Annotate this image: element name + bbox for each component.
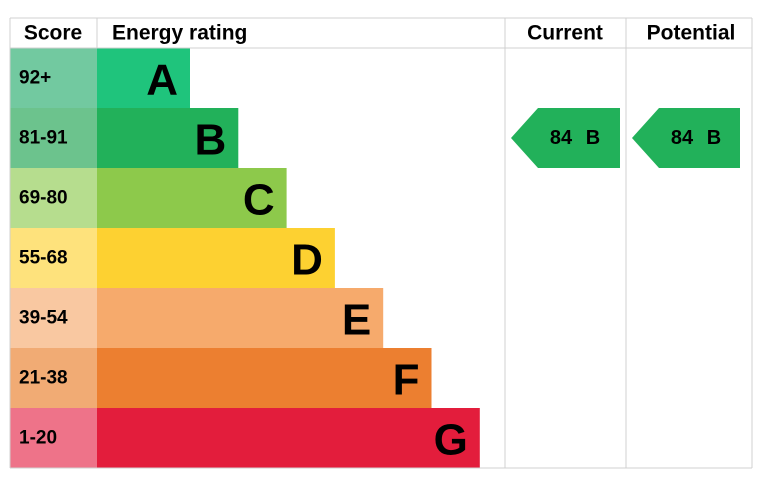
header-energy-rating: Energy rating <box>112 22 247 45</box>
header-current: Current <box>527 22 603 45</box>
rating-letter: C <box>243 176 275 225</box>
score-cell <box>10 288 97 348</box>
rating-letter: A <box>146 56 178 105</box>
score-label: 55-68 <box>19 248 68 269</box>
rating-bar <box>97 228 335 288</box>
rating-bar <box>97 108 239 168</box>
header-score: Score <box>24 22 82 45</box>
rating-bar <box>97 408 480 468</box>
score-label: 69-80 <box>19 188 68 209</box>
score-cell <box>10 408 97 468</box>
rating-bar <box>97 348 432 408</box>
score-label: 1-20 <box>19 428 57 449</box>
potential-arrow <box>632 108 740 168</box>
score-cell <box>10 108 97 168</box>
score-label: 92+ <box>19 68 51 89</box>
rating-letter: D <box>291 236 323 285</box>
current-letter: B <box>586 127 600 149</box>
rating-bar <box>97 48 190 108</box>
current-arrow <box>511 108 620 168</box>
rating-letter: E <box>342 296 371 345</box>
rating-bar <box>97 168 287 228</box>
score-cell <box>10 48 97 108</box>
header-potential: Potential <box>647 22 736 45</box>
rating-letter: F <box>393 356 420 405</box>
score-label: 39-54 <box>19 308 68 329</box>
score-cell <box>10 168 97 228</box>
current-score: 84 <box>550 127 573 149</box>
potential-score: 84 <box>671 127 694 149</box>
rating-letter: G <box>434 416 468 465</box>
rating-bar <box>97 288 384 348</box>
score-label: 21-38 <box>19 368 68 389</box>
score-cell <box>10 228 97 288</box>
potential-letter: B <box>707 127 721 149</box>
score-label: 81-91 <box>19 128 68 149</box>
score-cell <box>10 348 97 408</box>
rating-letter: B <box>195 116 227 165</box>
